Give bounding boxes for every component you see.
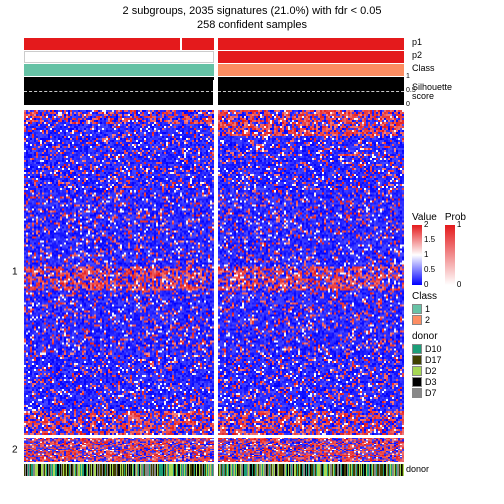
heatmap-panel [24, 110, 214, 435]
donor-bar [24, 464, 214, 476]
legend-item-class: 2 [412, 315, 502, 325]
heatmap-panel [218, 438, 404, 462]
class-left [24, 64, 214, 76]
p2-left [24, 51, 214, 63]
donor-track: donor [24, 464, 404, 476]
legend-gradient-value [412, 225, 422, 285]
legend-item-donor: D7 [412, 388, 502, 398]
p2-right [218, 51, 404, 63]
legend-gradient-prob [445, 225, 455, 285]
legend-item-donor: D2 [412, 366, 502, 376]
ann-label-class: Class [412, 64, 435, 73]
ann-label-p1: p1 [412, 38, 422, 47]
legend-item-donor: D17 [412, 355, 502, 365]
ann-label-p2: p2 [412, 51, 422, 60]
legends: Value21.510.50Prob10Class12donorD10D17D2… [412, 206, 502, 404]
class-right [218, 64, 404, 76]
ann-label-silhouette: Silhouette score [412, 83, 452, 101]
legend-item-donor: D10 [412, 344, 502, 354]
silhouette-tick: 1 [406, 73, 410, 80]
legend-item-donor: D3 [412, 377, 502, 387]
legend-item-class: 1 [412, 304, 502, 314]
donor-bar [218, 464, 404, 476]
plot-area: 00.51 donor 12 [24, 38, 404, 478]
p1-left [24, 38, 214, 50]
heatmap-panel [218, 110, 404, 435]
legend-title-class: Class [412, 291, 502, 302]
annotation-tracks: 00.51 [24, 38, 404, 106]
title-line2: 258 confident samples [0, 18, 504, 32]
silhouette-tick: 0 [406, 101, 410, 108]
heatmap-body [24, 110, 404, 462]
p1-right [218, 38, 404, 50]
legend-title-donor: donor [412, 331, 502, 342]
legend-title-prob: Prob [445, 212, 466, 223]
cluster-label-1: 1 [12, 267, 18, 278]
heatmap-panel [24, 438, 214, 462]
legend-area: p1p2ClassSilhouette score Value21.510.50… [412, 38, 502, 478]
title-line1: 2 subgroups, 2035 signatures (21.0%) wit… [0, 4, 504, 18]
cluster-label-2: 2 [12, 444, 18, 455]
